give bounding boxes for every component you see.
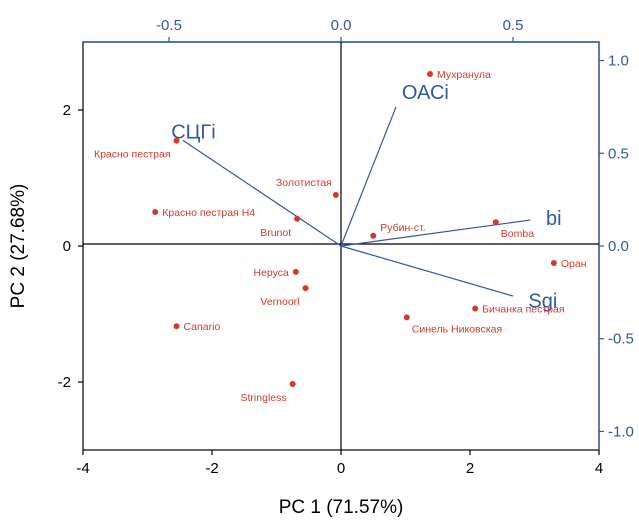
y-axis-title: PC 2 (27.68%) <box>8 184 29 309</box>
x-tick-label: 0 <box>337 460 345 477</box>
loading-vector <box>340 245 514 297</box>
score-point <box>173 137 180 144</box>
point-label: Золотистая <box>276 177 332 189</box>
score-point <box>427 70 434 77</box>
score-point <box>403 314 410 321</box>
point-label: Рубин-ст. <box>380 222 425 234</box>
score-points: Мухранула Красно пестрая Золотистая Красно … <box>94 69 587 404</box>
score-point <box>492 219 499 226</box>
point-label: Красно пестрая <box>94 149 171 161</box>
loading-label: Sgi <box>528 291 557 313</box>
loading-label: bi <box>546 208 562 230</box>
y-tick-label: 2 <box>63 102 71 119</box>
point-label: Vernoorl <box>260 296 299 308</box>
axis-ticks: -4 -2 0 2 4 -2 0 2 -0.5 0.0 0.5 -1.0 -0.5 0.0 0.5 1.0 <box>58 17 634 477</box>
point-label: Мухранула <box>437 69 491 81</box>
score-point <box>302 285 309 292</box>
score-point <box>332 192 339 198</box>
x-tick-label: 2 <box>466 460 474 477</box>
y2-tick-label: -0.5 <box>608 331 634 348</box>
point-label: Brunot <box>260 227 291 239</box>
x-tick-label: -4 <box>76 460 89 477</box>
x2-tick-label: -0.5 <box>156 17 182 34</box>
loading-label: СЦГі <box>171 121 216 143</box>
loading-vector <box>340 106 397 247</box>
point-label: Bomba <box>501 228 534 240</box>
point-label: Бичанка пестрая <box>482 304 564 316</box>
y-tick-label: 0 <box>63 238 71 255</box>
point-label: Красно пестрая Н4 <box>162 207 255 219</box>
loading-vector <box>340 219 531 247</box>
x-tick-label: -2 <box>205 460 218 477</box>
x2-tick-label: 0.5 <box>503 17 524 34</box>
x-tick-label: 4 <box>595 460 603 477</box>
score-point <box>294 215 301 222</box>
loading-vectors: СЦГі ОАСі bi Sgi <box>171 82 561 313</box>
y2-tick-label: 0.5 <box>608 145 629 162</box>
score-point <box>472 305 479 312</box>
y2-tick-label: 0.0 <box>608 238 629 255</box>
score-point <box>289 381 296 388</box>
point-label: Оран <box>561 258 587 270</box>
loading-vector <box>182 139 342 247</box>
x-axis-title: PC 1 (71.57%) <box>279 497 404 518</box>
x2-tick-label: 0.0 <box>331 17 352 34</box>
point-label: Canario <box>184 321 221 333</box>
score-point <box>292 268 299 275</box>
loading-label: ОАСі <box>402 82 449 104</box>
score-point <box>152 209 159 215</box>
score-point <box>370 232 377 239</box>
score-point <box>550 260 557 266</box>
point-label: Синель Никовская <box>412 323 502 335</box>
y2-tick-label: -1.0 <box>608 423 634 440</box>
point-label: Неруса <box>253 267 289 279</box>
y-tick-label: -2 <box>58 374 71 391</box>
y2-tick-label: 1.0 <box>608 53 629 70</box>
point-label: Stringless <box>241 392 287 404</box>
score-point <box>173 323 180 330</box>
